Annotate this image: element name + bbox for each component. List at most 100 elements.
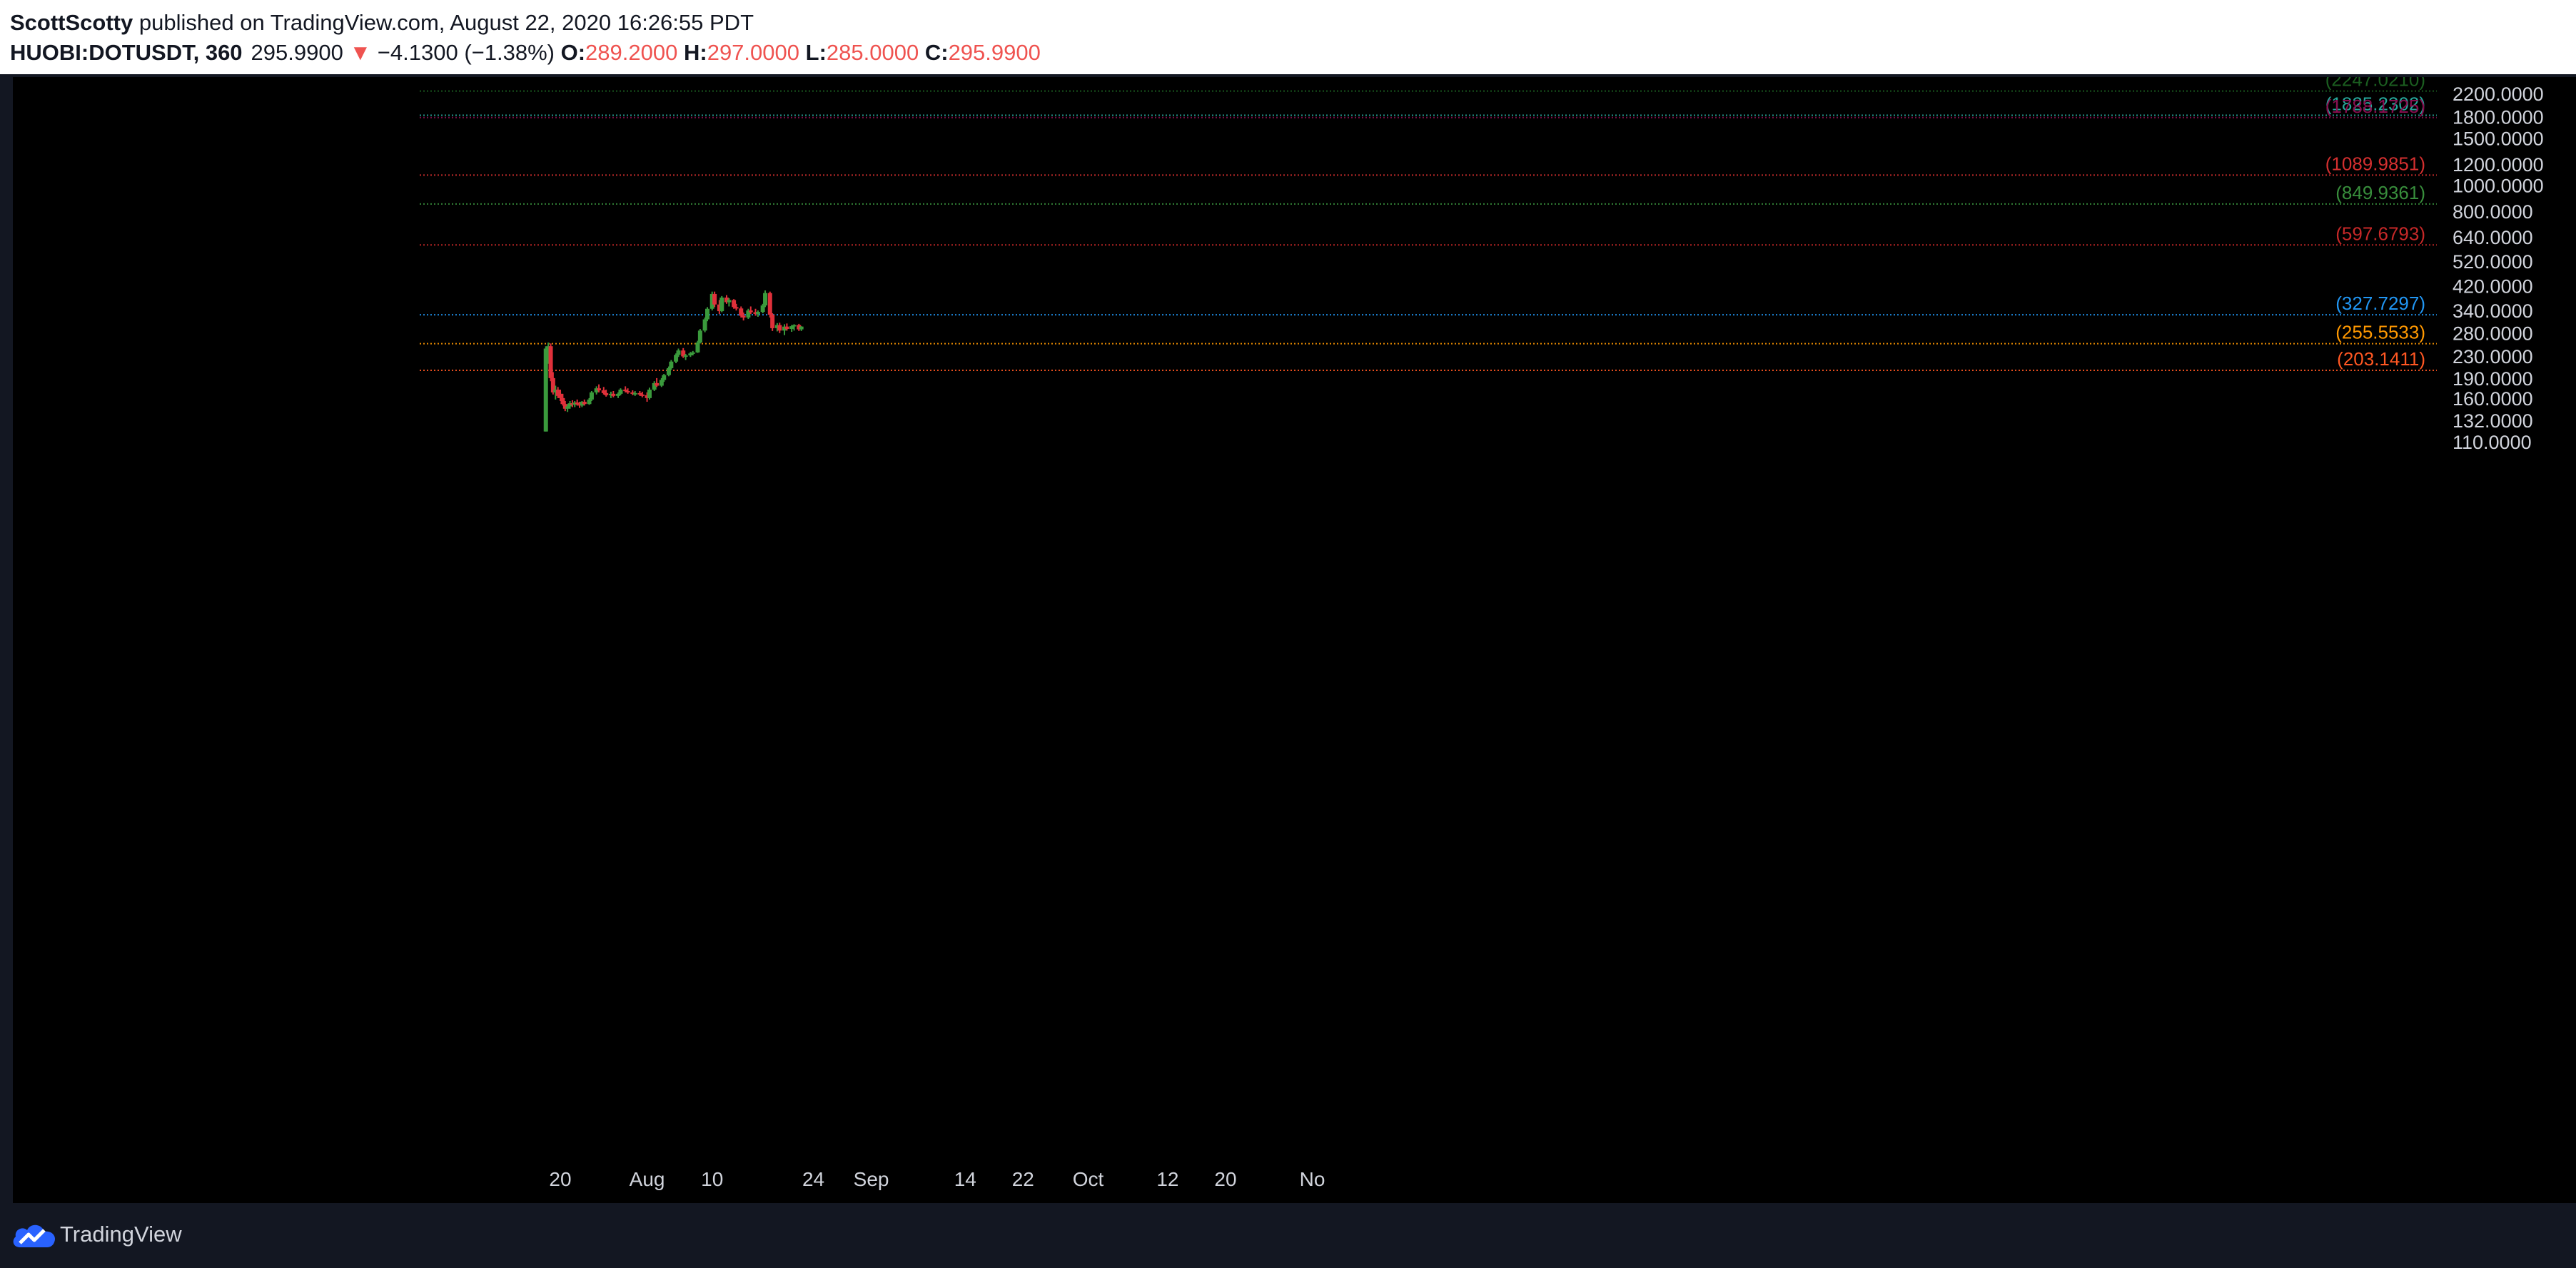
candle-body-75 — [792, 325, 797, 327]
candle-body-57 — [727, 300, 732, 303]
candle-body-4 — [553, 390, 558, 392]
y-tick-label-14: 160.0000 — [2453, 388, 2533, 410]
candle-body-3 — [550, 377, 555, 392]
published-text: published on TradingView.com, August 22,… — [138, 10, 754, 35]
candle-body-0 — [543, 348, 548, 432]
candle-body-58 — [732, 300, 737, 308]
candle-body-40 — [666, 367, 671, 375]
candle-body-46 — [688, 353, 693, 356]
y-tick-label-8: 520.0000 — [2453, 251, 2533, 273]
candle-body-56 — [724, 298, 729, 303]
y-tick-label-5: 1000.0000 — [2453, 175, 2544, 196]
close-value: 295.9900 — [948, 40, 1041, 65]
candle-body-52 — [709, 293, 714, 309]
candle-body-64 — [753, 312, 758, 314]
candle-body-66 — [760, 305, 765, 313]
level-label-2: (1788.1725) — [2325, 96, 2425, 117]
candle-body-10 — [565, 406, 570, 409]
y-tick-label-15: 132.0000 — [2453, 410, 2533, 432]
level-label-4: (849.9361) — [2335, 182, 2425, 203]
candle-body-44 — [681, 350, 686, 357]
candle-body-74 — [789, 326, 794, 330]
candle-body-29 — [625, 390, 630, 392]
y-tick-label-3: 1500.0000 — [2453, 128, 2544, 149]
candle-body-20 — [594, 388, 599, 392]
candle-body-18 — [587, 399, 592, 405]
candle-body-34 — [645, 395, 650, 398]
candle-body-37 — [655, 382, 660, 386]
candle-body-71 — [777, 325, 782, 331]
level-label-5: (597.6793) — [2335, 223, 2425, 244]
candle-body-43 — [676, 350, 681, 355]
candle-body-65 — [755, 312, 760, 314]
candle-body-68 — [767, 293, 772, 315]
candle-body-22 — [601, 390, 606, 393]
candle-body-35 — [647, 390, 652, 398]
candle-body-48 — [695, 343, 700, 352]
level-label-7: (255.5533) — [2335, 322, 2425, 343]
candle-body-39 — [662, 375, 667, 380]
candle-body-32 — [637, 392, 642, 395]
candle-body-7 — [558, 393, 562, 398]
level-label-3: (1089.9851) — [2325, 153, 2425, 174]
candle-body-73 — [784, 326, 789, 330]
candle-body-47 — [690, 352, 695, 354]
candle-body-60 — [739, 308, 744, 316]
symbol-title[interactable]: HUOBI:DOTUSDT, 360 — [10, 40, 243, 65]
x-tick-label-9: 20 — [1214, 1168, 1236, 1190]
candle-body-69 — [770, 314, 775, 328]
candle-body-61 — [741, 315, 746, 318]
y-tick-label-6: 800.0000 — [2453, 201, 2533, 223]
change-value: −4.1300 (−1.38%) — [377, 40, 555, 65]
candle-body-1 — [546, 346, 551, 349]
candle-body-9 — [562, 404, 567, 409]
chart-area[interactable]: (2247.0210) (1825.2302) (1788.1725) (1089.9… — [13, 77, 2576, 1203]
x-tick-label-2: 10 — [701, 1168, 723, 1190]
y-tick-label-10: 340.0000 — [2453, 300, 2533, 322]
candle-body-11 — [567, 403, 572, 407]
candle-body-16 — [580, 402, 585, 406]
candle-body-38 — [659, 380, 664, 386]
candle-body-25 — [611, 393, 616, 396]
candle-body-19 — [589, 392, 594, 400]
candle-body-5 — [555, 390, 560, 396]
tradingview-brand[interactable]: TradingView — [60, 1222, 182, 1247]
tradingview-cloud-logo-icon[interactable] — [10, 1219, 59, 1250]
level-label-8: (203.1411) — [2337, 348, 2425, 370]
x-tick-label-7: Oct — [1073, 1168, 1104, 1190]
y-tick-label-11: 280.0000 — [2453, 323, 2533, 345]
price-chart[interactable]: (2247.0210) (1825.2302)(1788.1725) (1089.9… — [13, 77, 2576, 1203]
last-price: 295.9900 — [251, 40, 343, 65]
y-tick-label-2: 1800.0000 — [2453, 107, 2544, 128]
candle-body-72 — [782, 326, 787, 331]
open-value: 289.2000 — [585, 40, 678, 65]
candle-body-63 — [748, 310, 753, 313]
close-label: C: — [924, 40, 949, 65]
y-tick-label-16: 110.0000 — [2453, 432, 2532, 453]
candle-body-67 — [763, 293, 768, 306]
candle-body-76 — [797, 325, 802, 330]
candle-body-17 — [582, 402, 587, 405]
author-name[interactable]: ScottScotty — [10, 10, 133, 35]
x-tick-label-5: 14 — [954, 1168, 976, 1190]
candle-body-28 — [623, 390, 628, 392]
candle-body-50 — [702, 319, 707, 331]
publication-header: ScottScotty published on TradingView.com… — [0, 0, 2576, 74]
publication-line: ScottScotty published on TradingView.com… — [10, 9, 754, 37]
down-arrow-icon: ▼ — [349, 40, 372, 65]
candle-body-26 — [616, 393, 621, 396]
candle-body-54 — [717, 304, 722, 312]
candle-body-59 — [734, 307, 739, 309]
x-tick-label-0: 20 — [549, 1168, 571, 1190]
y-tick-label-1: 2200.0000 — [2453, 83, 2544, 105]
candle-body-33 — [640, 394, 645, 396]
candle-body-27 — [618, 390, 623, 394]
y-tick-label-12: 230.0000 — [2453, 346, 2533, 367]
candle-body-62 — [746, 310, 751, 318]
x-tick-label-10: No — [1300, 1168, 1325, 1190]
candle-body-77 — [799, 326, 804, 330]
candle-body-45 — [683, 355, 688, 357]
candle-body-49 — [697, 330, 702, 343]
y-tick-label-4: 1200.0000 — [2453, 154, 2544, 176]
candle-body-14 — [575, 402, 580, 405]
